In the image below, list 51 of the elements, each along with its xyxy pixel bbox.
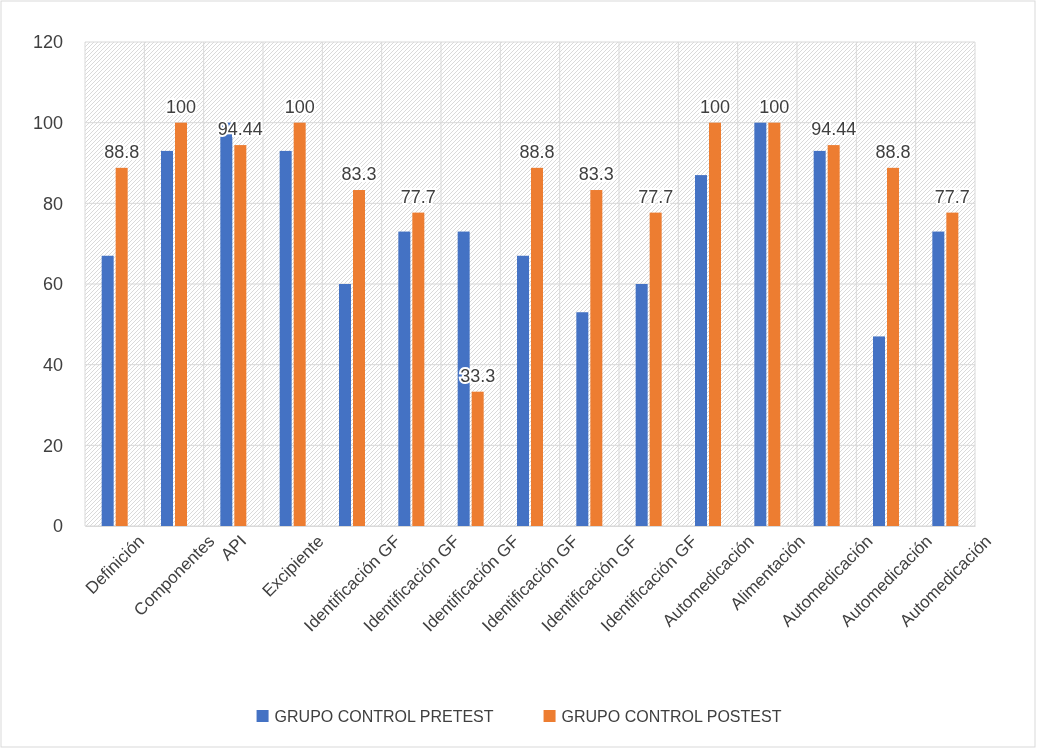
data-label: 100: [699, 96, 731, 117]
bar: [887, 167, 899, 526]
data-label: 83.3: [341, 164, 377, 185]
y-tick-label: 80: [42, 193, 63, 214]
y-tick-label: 120: [32, 32, 63, 53]
y-tick-label: 60: [42, 274, 63, 295]
bar: [946, 212, 959, 526]
data-label: 88.8: [519, 141, 555, 162]
y-tick-label: 100: [32, 112, 63, 133]
bar: [471, 391, 484, 526]
bar: [398, 231, 411, 526]
bar: [531, 167, 543, 526]
bar: [873, 336, 885, 526]
bar: [101, 255, 114, 526]
bar: [115, 167, 128, 526]
data-label: 77.7: [400, 186, 436, 207]
data-label: 77.7: [934, 186, 970, 207]
bar: [234, 145, 247, 526]
bar: [353, 190, 365, 526]
y-tick-label: 0: [52, 516, 63, 537]
bar: [590, 190, 603, 526]
y-tick-label: 40: [42, 354, 63, 375]
bar: [279, 150, 292, 526]
bar: [635, 284, 648, 526]
bar: [293, 122, 306, 526]
data-label: 77.7: [638, 186, 674, 207]
data-label: 94.44: [811, 119, 857, 140]
bar: [813, 150, 826, 526]
bar: [576, 312, 589, 526]
bar: [412, 212, 425, 526]
bar: [932, 231, 945, 526]
data-label: 83.3: [578, 164, 614, 185]
y-tick-label: 20: [42, 435, 63, 456]
bar: [768, 122, 781, 526]
bar: [175, 122, 187, 526]
bar: [754, 122, 767, 526]
bar: [649, 212, 662, 526]
bar: [709, 122, 721, 526]
bar: [161, 150, 173, 526]
data-label: 100: [165, 96, 197, 117]
data-label: 100: [284, 96, 315, 117]
data-label: 100: [759, 96, 790, 117]
x-tick-label: API: [217, 531, 251, 565]
bar: [695, 175, 707, 526]
data-label: 88.8: [104, 141, 140, 162]
bar: [339, 284, 351, 526]
legend-label: GRUPO CONTROL PRETEST: [274, 708, 494, 725]
bar: [517, 255, 529, 526]
bar: [827, 145, 840, 526]
data-label: 88.8: [875, 141, 911, 162]
legend-label: GRUPO CONTROL POSTEST: [561, 708, 782, 725]
